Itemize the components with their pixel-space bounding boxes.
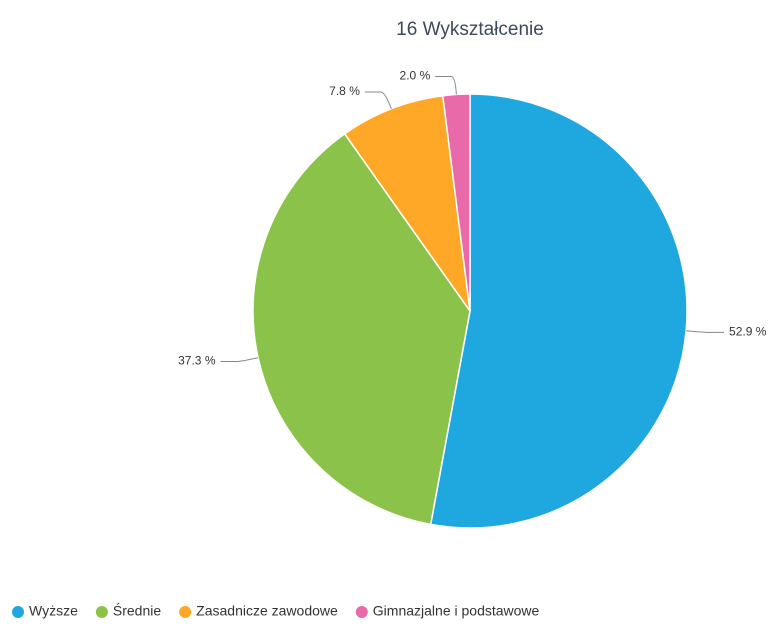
pie-slice [429,93,688,529]
data-label: 52.9 % [729,325,767,339]
chart-title: 16 Wykształcenie [396,19,544,40]
legend-text: Średnie [113,602,161,619]
legend-text: Wyższe [29,603,78,619]
legend-marker [95,606,108,618]
data-label: 37.3 % [178,354,216,368]
legend-marker [355,606,368,618]
pie-slice [343,94,471,312]
label-connector [435,75,457,95]
legend-marker [179,606,192,618]
label-connector [220,357,259,363]
data-label: 7.8 % [329,84,360,98]
legend-text: Gimnazjalne i podstawowe [373,603,540,619]
legend-marker [12,606,24,618]
legend-text: Zasadnicze zawodowe [196,603,338,619]
data-label: 2.0 % [400,69,431,83]
pie-slice [441,93,471,312]
label-connector [686,330,725,333]
label-connector [364,91,392,109]
